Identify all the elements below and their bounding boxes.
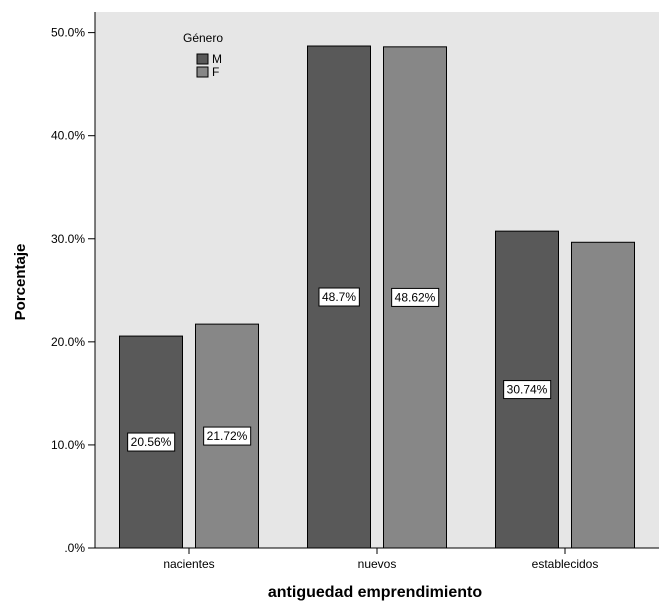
data-label: 48.7% [318, 287, 360, 307]
legend-swatch-F [196, 66, 209, 78]
legend-label-F: F [212, 65, 219, 79]
x-tick-label: establecidos [532, 557, 599, 571]
svg-text:21.72%: 21.72% [207, 429, 248, 443]
data-label: 30.74% [503, 380, 552, 400]
y-tick-label: 20.0% [51, 335, 85, 349]
svg-text:48.7%: 48.7% [322, 290, 356, 304]
y-tick-label: 40.0% [51, 129, 85, 143]
svg-text:30.74%: 30.74% [507, 383, 548, 397]
svg-text:48.62%: 48.62% [395, 290, 436, 304]
plot-area [95, 12, 659, 548]
legend: Género MF [183, 31, 223, 79]
legend-label-M: M [212, 52, 222, 66]
svg-text:20.56%: 20.56% [131, 435, 172, 449]
x-tick-label: nacientes [163, 557, 214, 571]
bar-F-establecidos [571, 241, 635, 549]
y-tick-label: 10.0% [51, 438, 85, 452]
data-label: 20.56% [127, 432, 176, 452]
y-tick-label: 50.0% [51, 26, 85, 40]
y-axis-title: Porcentaje [12, 244, 29, 321]
data-label: 21.72% [203, 426, 252, 446]
data-label: 48.62% [391, 287, 440, 307]
x-tick-label: nuevos [358, 557, 397, 571]
legend-swatch-M [196, 53, 209, 65]
y-tick-label: 30.0% [51, 232, 85, 246]
legend-title: Género [183, 31, 223, 45]
y-tick-label: .0% [64, 541, 85, 555]
x-axis-title: antiguedad emprendimiento [268, 584, 482, 601]
